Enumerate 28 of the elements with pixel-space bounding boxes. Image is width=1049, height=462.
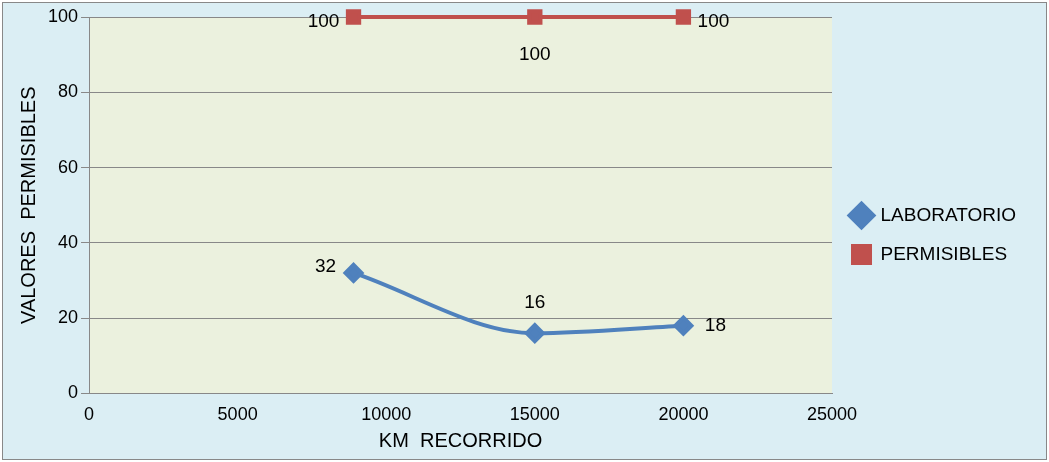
y-axis-title: VALORES PERMISIBLES (16, 86, 39, 324)
data-label: 18 (704, 313, 726, 335)
x-tick-label: 0 (84, 404, 95, 425)
data-label: 16 (524, 291, 546, 313)
point (345, 9, 362, 25)
data-label: 100 (307, 10, 340, 32)
point (673, 315, 694, 336)
x-tick-label: 15000 (509, 404, 560, 425)
x-axis-title: KM RECORRIDO (378, 428, 543, 451)
data-label: 100 (697, 10, 730, 32)
data-label: 100 (518, 43, 551, 65)
point (527, 9, 543, 25)
y-tick-label: 60 (58, 156, 79, 177)
y-tick-label: 40 (58, 231, 79, 252)
y-tick-label: 80 (58, 81, 79, 102)
x-tick-label: 10000 (361, 404, 412, 425)
point (524, 323, 545, 344)
x-tick-label: 5000 (217, 404, 258, 425)
x-tick-label: 20000 (658, 404, 709, 425)
y-tick-label: 100 (47, 5, 79, 26)
data-label: 32 (314, 255, 337, 277)
point (675, 9, 692, 25)
y-tick-label: 0 (68, 382, 79, 403)
x-tick-label: 25000 (806, 404, 858, 425)
legend-label: LABORATORIO (880, 203, 1016, 225)
y-tick-label: 20 (58, 307, 79, 328)
legend-label: PERMISIBLES (880, 242, 1008, 264)
point (343, 262, 364, 283)
